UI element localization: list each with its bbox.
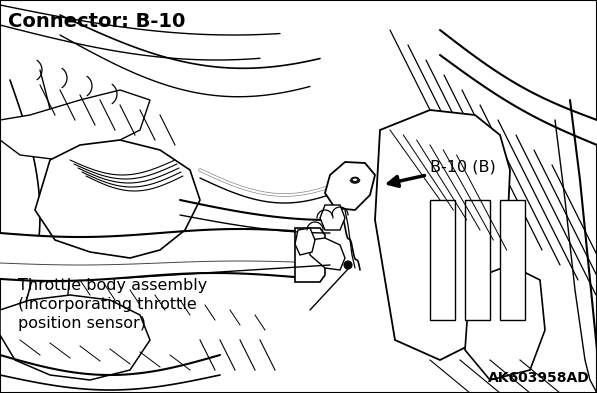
Polygon shape xyxy=(0,295,150,380)
Text: Throttle body assembly
(incorporating throttle
position sensor): Throttle body assembly (incorporating th… xyxy=(18,278,207,331)
Polygon shape xyxy=(325,162,375,210)
Polygon shape xyxy=(295,228,315,255)
Polygon shape xyxy=(320,205,345,230)
Text: Connector: B-10: Connector: B-10 xyxy=(8,12,186,31)
Polygon shape xyxy=(310,238,345,270)
Polygon shape xyxy=(465,265,545,380)
Text: B-10 (B): B-10 (B) xyxy=(389,160,496,186)
Polygon shape xyxy=(295,228,325,282)
Circle shape xyxy=(344,261,352,269)
Polygon shape xyxy=(35,140,200,258)
Bar xyxy=(430,200,455,320)
Polygon shape xyxy=(375,110,510,360)
Text: AK603958AD: AK603958AD xyxy=(488,371,590,385)
Polygon shape xyxy=(0,90,150,160)
Bar xyxy=(500,200,525,320)
Bar xyxy=(465,200,490,320)
